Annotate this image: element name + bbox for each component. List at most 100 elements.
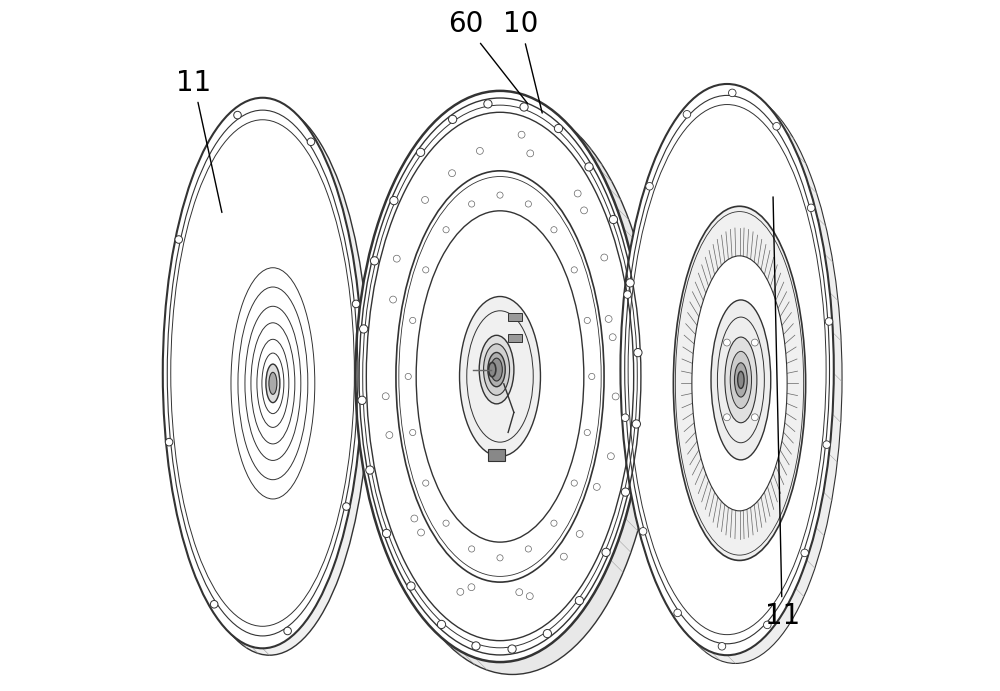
Text: 10: 10	[503, 10, 542, 113]
Circle shape	[613, 393, 620, 400]
Ellipse shape	[488, 352, 505, 387]
Circle shape	[370, 256, 379, 265]
Circle shape	[416, 148, 425, 156]
Circle shape	[456, 595, 463, 602]
Ellipse shape	[629, 92, 842, 663]
Circle shape	[571, 267, 577, 273]
Circle shape	[634, 348, 642, 357]
Circle shape	[410, 429, 416, 435]
Ellipse shape	[368, 103, 657, 674]
Circle shape	[525, 201, 531, 207]
Circle shape	[609, 334, 616, 341]
Circle shape	[601, 493, 608, 500]
Circle shape	[773, 122, 780, 130]
Ellipse shape	[355, 91, 645, 662]
Circle shape	[728, 89, 736, 97]
Ellipse shape	[711, 300, 771, 460]
Ellipse shape	[730, 351, 752, 408]
Ellipse shape	[163, 97, 362, 648]
Circle shape	[165, 438, 173, 446]
Ellipse shape	[416, 211, 584, 542]
Circle shape	[554, 124, 563, 133]
Circle shape	[624, 291, 631, 299]
Circle shape	[358, 396, 366, 404]
Circle shape	[409, 518, 416, 525]
Circle shape	[801, 549, 808, 557]
Circle shape	[621, 414, 629, 422]
Circle shape	[584, 429, 590, 435]
Circle shape	[823, 441, 831, 448]
Circle shape	[384, 292, 391, 299]
Circle shape	[718, 643, 726, 650]
Circle shape	[764, 621, 771, 629]
Circle shape	[603, 449, 610, 456]
Circle shape	[807, 204, 815, 211]
Text: 60: 60	[448, 10, 527, 103]
Circle shape	[383, 433, 390, 440]
Circle shape	[516, 590, 523, 597]
Circle shape	[543, 630, 551, 638]
Circle shape	[613, 312, 619, 319]
Circle shape	[621, 488, 630, 496]
Circle shape	[343, 503, 350, 511]
Circle shape	[579, 211, 586, 218]
Circle shape	[609, 216, 618, 224]
Circle shape	[575, 596, 584, 605]
Circle shape	[751, 414, 758, 421]
Circle shape	[497, 555, 503, 561]
Circle shape	[528, 142, 535, 149]
Circle shape	[366, 466, 374, 474]
Circle shape	[602, 548, 610, 556]
Circle shape	[683, 111, 691, 118]
Circle shape	[448, 167, 455, 173]
Bar	[508, 313, 522, 321]
Circle shape	[723, 339, 730, 346]
Ellipse shape	[734, 363, 747, 397]
Circle shape	[449, 115, 457, 124]
Circle shape	[585, 163, 593, 171]
Circle shape	[407, 582, 415, 590]
Circle shape	[423, 480, 429, 486]
Circle shape	[466, 602, 472, 609]
Circle shape	[307, 138, 315, 146]
Circle shape	[508, 645, 516, 653]
Circle shape	[520, 103, 528, 111]
Ellipse shape	[479, 335, 514, 404]
Circle shape	[398, 261, 405, 267]
Circle shape	[632, 420, 640, 428]
Circle shape	[626, 278, 634, 287]
Ellipse shape	[170, 104, 369, 655]
Circle shape	[589, 373, 595, 379]
Circle shape	[517, 147, 524, 153]
Ellipse shape	[738, 371, 744, 388]
Circle shape	[390, 196, 398, 205]
Circle shape	[437, 621, 446, 629]
Circle shape	[210, 600, 218, 608]
Circle shape	[751, 339, 758, 346]
Ellipse shape	[489, 363, 496, 377]
Circle shape	[551, 520, 557, 527]
Text: 11: 11	[765, 197, 800, 630]
Circle shape	[472, 642, 480, 650]
Ellipse shape	[620, 84, 834, 655]
Circle shape	[175, 236, 183, 243]
Circle shape	[386, 392, 393, 399]
Circle shape	[410, 317, 416, 323]
Circle shape	[573, 193, 580, 200]
Ellipse shape	[491, 358, 502, 381]
Circle shape	[525, 546, 531, 552]
Ellipse shape	[725, 337, 757, 423]
Text: 11: 11	[176, 69, 222, 212]
Ellipse shape	[673, 207, 806, 560]
Circle shape	[469, 546, 475, 552]
Circle shape	[405, 373, 411, 379]
Circle shape	[551, 227, 557, 233]
Circle shape	[582, 542, 589, 549]
Circle shape	[825, 318, 833, 325]
Ellipse shape	[692, 256, 787, 511]
Circle shape	[382, 529, 391, 538]
Circle shape	[646, 182, 653, 190]
Circle shape	[571, 480, 577, 486]
Circle shape	[674, 609, 681, 616]
Bar	[508, 334, 522, 342]
